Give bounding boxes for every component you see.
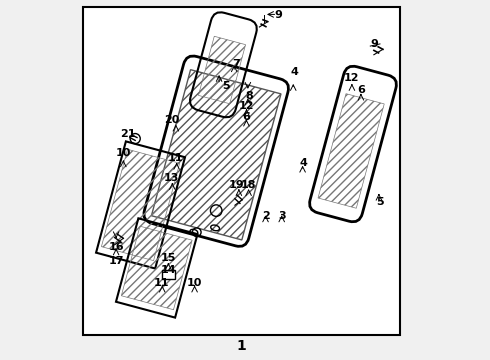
Text: 10: 10 xyxy=(116,148,131,158)
Text: 20: 20 xyxy=(165,115,180,125)
Text: 21: 21 xyxy=(120,129,136,139)
Bar xyxy=(96,141,185,269)
Text: 3: 3 xyxy=(279,211,286,221)
Bar xyxy=(151,70,281,240)
Text: 12: 12 xyxy=(239,101,254,111)
Text: 6: 6 xyxy=(358,85,366,95)
Bar xyxy=(162,270,175,279)
Text: 5: 5 xyxy=(222,81,230,91)
Text: 14: 14 xyxy=(161,265,176,275)
Text: 13: 13 xyxy=(164,173,179,183)
Bar xyxy=(83,7,400,335)
Text: 2: 2 xyxy=(262,211,270,221)
Text: 11: 11 xyxy=(168,153,184,163)
Text: 9: 9 xyxy=(274,10,282,21)
Text: 5: 5 xyxy=(376,197,384,207)
Text: 16: 16 xyxy=(108,242,124,252)
Text: 11: 11 xyxy=(154,278,169,288)
Text: 12: 12 xyxy=(344,73,360,84)
Text: 1: 1 xyxy=(237,339,246,352)
Text: 4: 4 xyxy=(300,158,308,168)
Text: 15: 15 xyxy=(161,253,176,263)
Text: 17: 17 xyxy=(108,256,124,266)
Text: 7: 7 xyxy=(232,59,240,69)
Bar xyxy=(101,149,180,261)
Text: 9: 9 xyxy=(370,39,378,49)
Text: 10: 10 xyxy=(187,278,202,288)
Bar xyxy=(198,36,245,104)
Text: 8: 8 xyxy=(246,91,253,102)
Text: 4: 4 xyxy=(291,67,298,77)
Bar xyxy=(318,94,384,208)
Text: 18: 18 xyxy=(241,180,256,190)
Bar xyxy=(122,226,192,310)
Text: 19: 19 xyxy=(228,180,244,190)
Text: 6: 6 xyxy=(243,112,250,122)
Bar xyxy=(116,218,197,318)
